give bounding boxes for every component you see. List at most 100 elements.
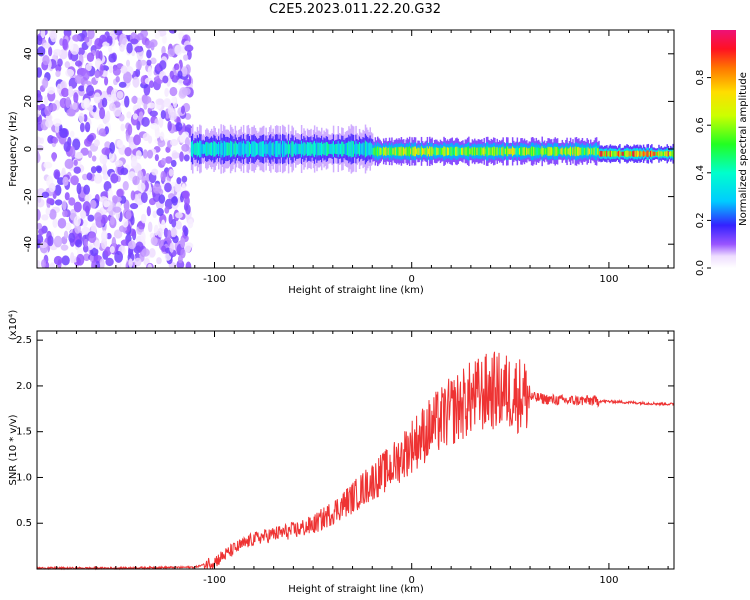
spectrogram-cell (183, 54, 189, 61)
spectrogram-cell (56, 83, 62, 94)
spectrogram-cell (361, 143, 363, 155)
spectrogram-cell (393, 147, 396, 156)
spectrogram-cell (75, 239, 83, 248)
spectrogram-cell (203, 144, 206, 154)
spectrogram-cell (61, 87, 70, 98)
spectrogram-cell (511, 146, 514, 157)
colorbar: 0.0 0.2 0.4 0.6 0.8 Normalized spectral ampl… (695, 30, 749, 276)
spectrogram-cell (394, 147, 397, 156)
spectrogram-cell (655, 151, 658, 156)
spectrogram-cell (610, 151, 613, 157)
spectrogram-cell (219, 144, 221, 154)
spectrogram-cell (535, 146, 538, 157)
spectrogram-cell (77, 47, 85, 56)
spectrogram-cell (233, 143, 235, 155)
spectrogram-cell (316, 141, 318, 157)
spectrogram-cell (37, 194, 42, 204)
spectrogram-cell (183, 154, 190, 162)
spectrogram-cell (515, 148, 517, 155)
snr-y-multiplier: (x10⁴) (8, 310, 19, 341)
spectrogram-cell (85, 63, 92, 72)
spectrogram-cell (542, 148, 545, 155)
spectrogram-cell (143, 95, 152, 105)
spectrogram-cell (620, 151, 622, 156)
spectrogram-cell (118, 113, 125, 122)
spectrogram-cell (260, 141, 263, 157)
spectrogram-cell (108, 102, 116, 112)
spectrogram-cell (406, 146, 409, 157)
spectrogram-cell (37, 234, 44, 245)
spectrogram-cell (272, 142, 274, 156)
spectrogram-cell (37, 208, 41, 221)
spectrogram-cell (479, 147, 482, 156)
spectrogram-cell (169, 86, 178, 97)
spectrogram-cell (96, 166, 103, 174)
spectrogram-cell (82, 69, 90, 81)
y-tick-label: 20 (23, 95, 34, 108)
spectrogram-cell (182, 131, 190, 138)
spectrogram-cell (666, 150, 668, 158)
spectrogram-cell (279, 141, 282, 157)
spectrogram-cell (72, 34, 81, 42)
spectrogram-cell (579, 147, 581, 155)
spectrogram-marks (37, 30, 674, 268)
spectrogram-cell (104, 141, 111, 149)
colorbar-label: Normalized spectral amplitude (738, 72, 749, 226)
y-tick-label: 40 (23, 47, 34, 60)
spectrogram-cell (625, 150, 627, 157)
spectrogram-cell (369, 141, 371, 157)
spectrogram-cell (328, 143, 330, 155)
spectrogram-cell (281, 140, 284, 158)
spectrogram-cell (652, 151, 654, 156)
spectrogram-cell (505, 146, 508, 157)
spectrogram-cell (196, 141, 199, 157)
spectrogram-cell (181, 66, 188, 77)
colorbar-gradient (711, 30, 736, 268)
spectrogram-cell (453, 147, 456, 156)
spectrogram-cell (546, 147, 548, 155)
spectrogram-cell (140, 191, 148, 204)
spectrogram-cell (367, 142, 369, 156)
x-tick-label: 0 (409, 575, 415, 586)
spectrogram-cell (239, 142, 241, 156)
spectrogram-cell (302, 143, 304, 155)
spectrogram-cell (64, 158, 74, 170)
spectrogram-cell (102, 173, 109, 181)
spectrogram-cell (529, 148, 532, 155)
y-tick-label: 1.0 (16, 472, 32, 483)
spectrogram-cell (477, 147, 480, 156)
spectrogram-cell (107, 188, 114, 201)
spectrogram-cell (78, 85, 85, 92)
spectrogram-cell (182, 78, 192, 86)
spectrogram-cell (68, 85, 74, 98)
spectrogram-cell (341, 141, 343, 157)
spectrogram-cell (86, 172, 93, 181)
spectrogram-cell (180, 105, 186, 115)
spectrogram-cell (615, 151, 618, 157)
spectrogram-cell (375, 147, 378, 156)
spectrogram-cell (658, 150, 660, 157)
spectrogram-cell (439, 147, 442, 156)
spectrogram-cell (80, 147, 89, 156)
spectrogram-cell (171, 152, 181, 159)
spectrogram-cell (507, 146, 509, 157)
spectrogram-cell (522, 147, 525, 156)
colorbar-tick-label: 0.0 (695, 260, 706, 276)
spectrogram-cell (76, 248, 84, 256)
spectrogram-cell (560, 148, 562, 155)
spectrogram-cell (528, 147, 530, 155)
spectrogram-cell (488, 147, 490, 156)
spectrogram-cell (322, 143, 324, 155)
spectrogram-cell (118, 81, 127, 88)
spectrogram-cell (120, 65, 128, 74)
spectrogram-cell (430, 147, 432, 156)
spectrogram-cell (199, 140, 201, 158)
spectrogram-cell (129, 203, 139, 210)
spectrogram-cell (263, 141, 265, 157)
colorbar-tick-label: 0.4 (695, 165, 706, 181)
spectrogram-cell (51, 152, 57, 162)
spectrogram-cell (561, 147, 564, 156)
spectrogram-cell (84, 98, 91, 109)
spectrogram-cell (138, 111, 144, 119)
